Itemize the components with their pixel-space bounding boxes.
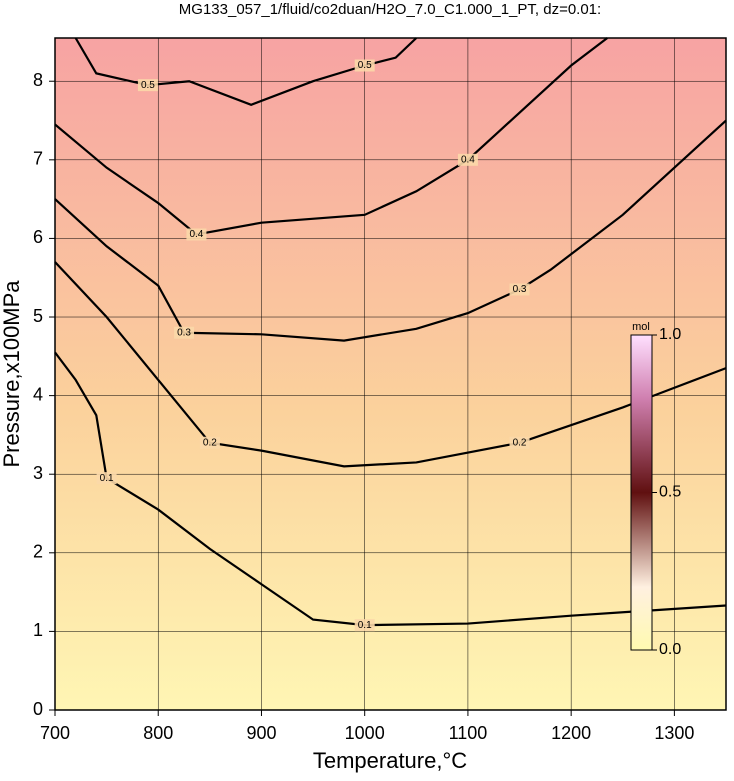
contour-label: 0.1 [358, 620, 372, 631]
contour-label-bg [199, 436, 220, 449]
x-tick-label: 700 [40, 723, 70, 743]
contour-label: 0.3 [513, 284, 527, 295]
contour-line [74, 37, 418, 106]
x-axis-label: Temperature,°C [313, 748, 467, 773]
contour-label-bg [137, 79, 158, 92]
y-tick-label: 8 [33, 70, 43, 90]
contour-line [54, 37, 608, 236]
y-tick-label: 7 [33, 149, 43, 169]
colorbar-tick-label: 1.0 [659, 326, 681, 343]
contour-label: 0.2 [513, 437, 527, 448]
y-tick-label: 0 [33, 699, 43, 719]
contour-label-bg [96, 472, 117, 485]
x-tick-label: 1100 [449, 723, 488, 743]
contour-label-bg [457, 153, 478, 166]
y-tick-label: 5 [33, 306, 43, 326]
x-tick-label: 900 [246, 723, 276, 743]
chart-title: MG133_057_1/fluid/co2duan/H2O_7.0_C1.000… [179, 1, 601, 18]
contour-label-bg [174, 326, 195, 339]
y-tick-label: 1 [33, 620, 43, 640]
colorbar-tick-label: 0.5 [659, 484, 681, 501]
x-tick-label: 1200 [551, 723, 591, 743]
colorbar-label: mol [632, 321, 650, 333]
y-tick-label: 3 [33, 463, 43, 483]
contour-label: 0.3 [177, 327, 191, 338]
contour-label-bg [509, 436, 530, 449]
plot-frame [54, 37, 727, 711]
contour-label-bg [354, 619, 375, 632]
x-tick-label: 1000 [345, 723, 385, 743]
x-tick-label: 800 [143, 723, 173, 743]
plot-background [55, 38, 726, 710]
contour-label: 0.1 [100, 473, 114, 484]
y-tick-label: 4 [33, 384, 43, 404]
contour-label: 0.4 [189, 229, 203, 240]
contour-label-bg [509, 283, 530, 296]
contour-label-bg [354, 59, 375, 72]
contour-label: 0.5 [141, 80, 155, 91]
contour-line [54, 351, 727, 627]
y-tick-label: 6 [33, 227, 43, 247]
contour-line [54, 119, 727, 342]
contour-label-bg [186, 228, 207, 241]
contour-line [54, 261, 727, 468]
contour-label: 0.4 [461, 154, 475, 165]
contour-label: 0.5 [358, 60, 372, 71]
colorbar [630, 334, 653, 651]
y-axis-label: Pressure,x100MPa [0, 280, 24, 468]
y-tick-label: 2 [33, 542, 43, 562]
contour-label: 0.2 [203, 437, 217, 448]
x-tick-label: 1300 [654, 723, 694, 743]
colorbar-tick-label: 0.0 [659, 641, 681, 658]
